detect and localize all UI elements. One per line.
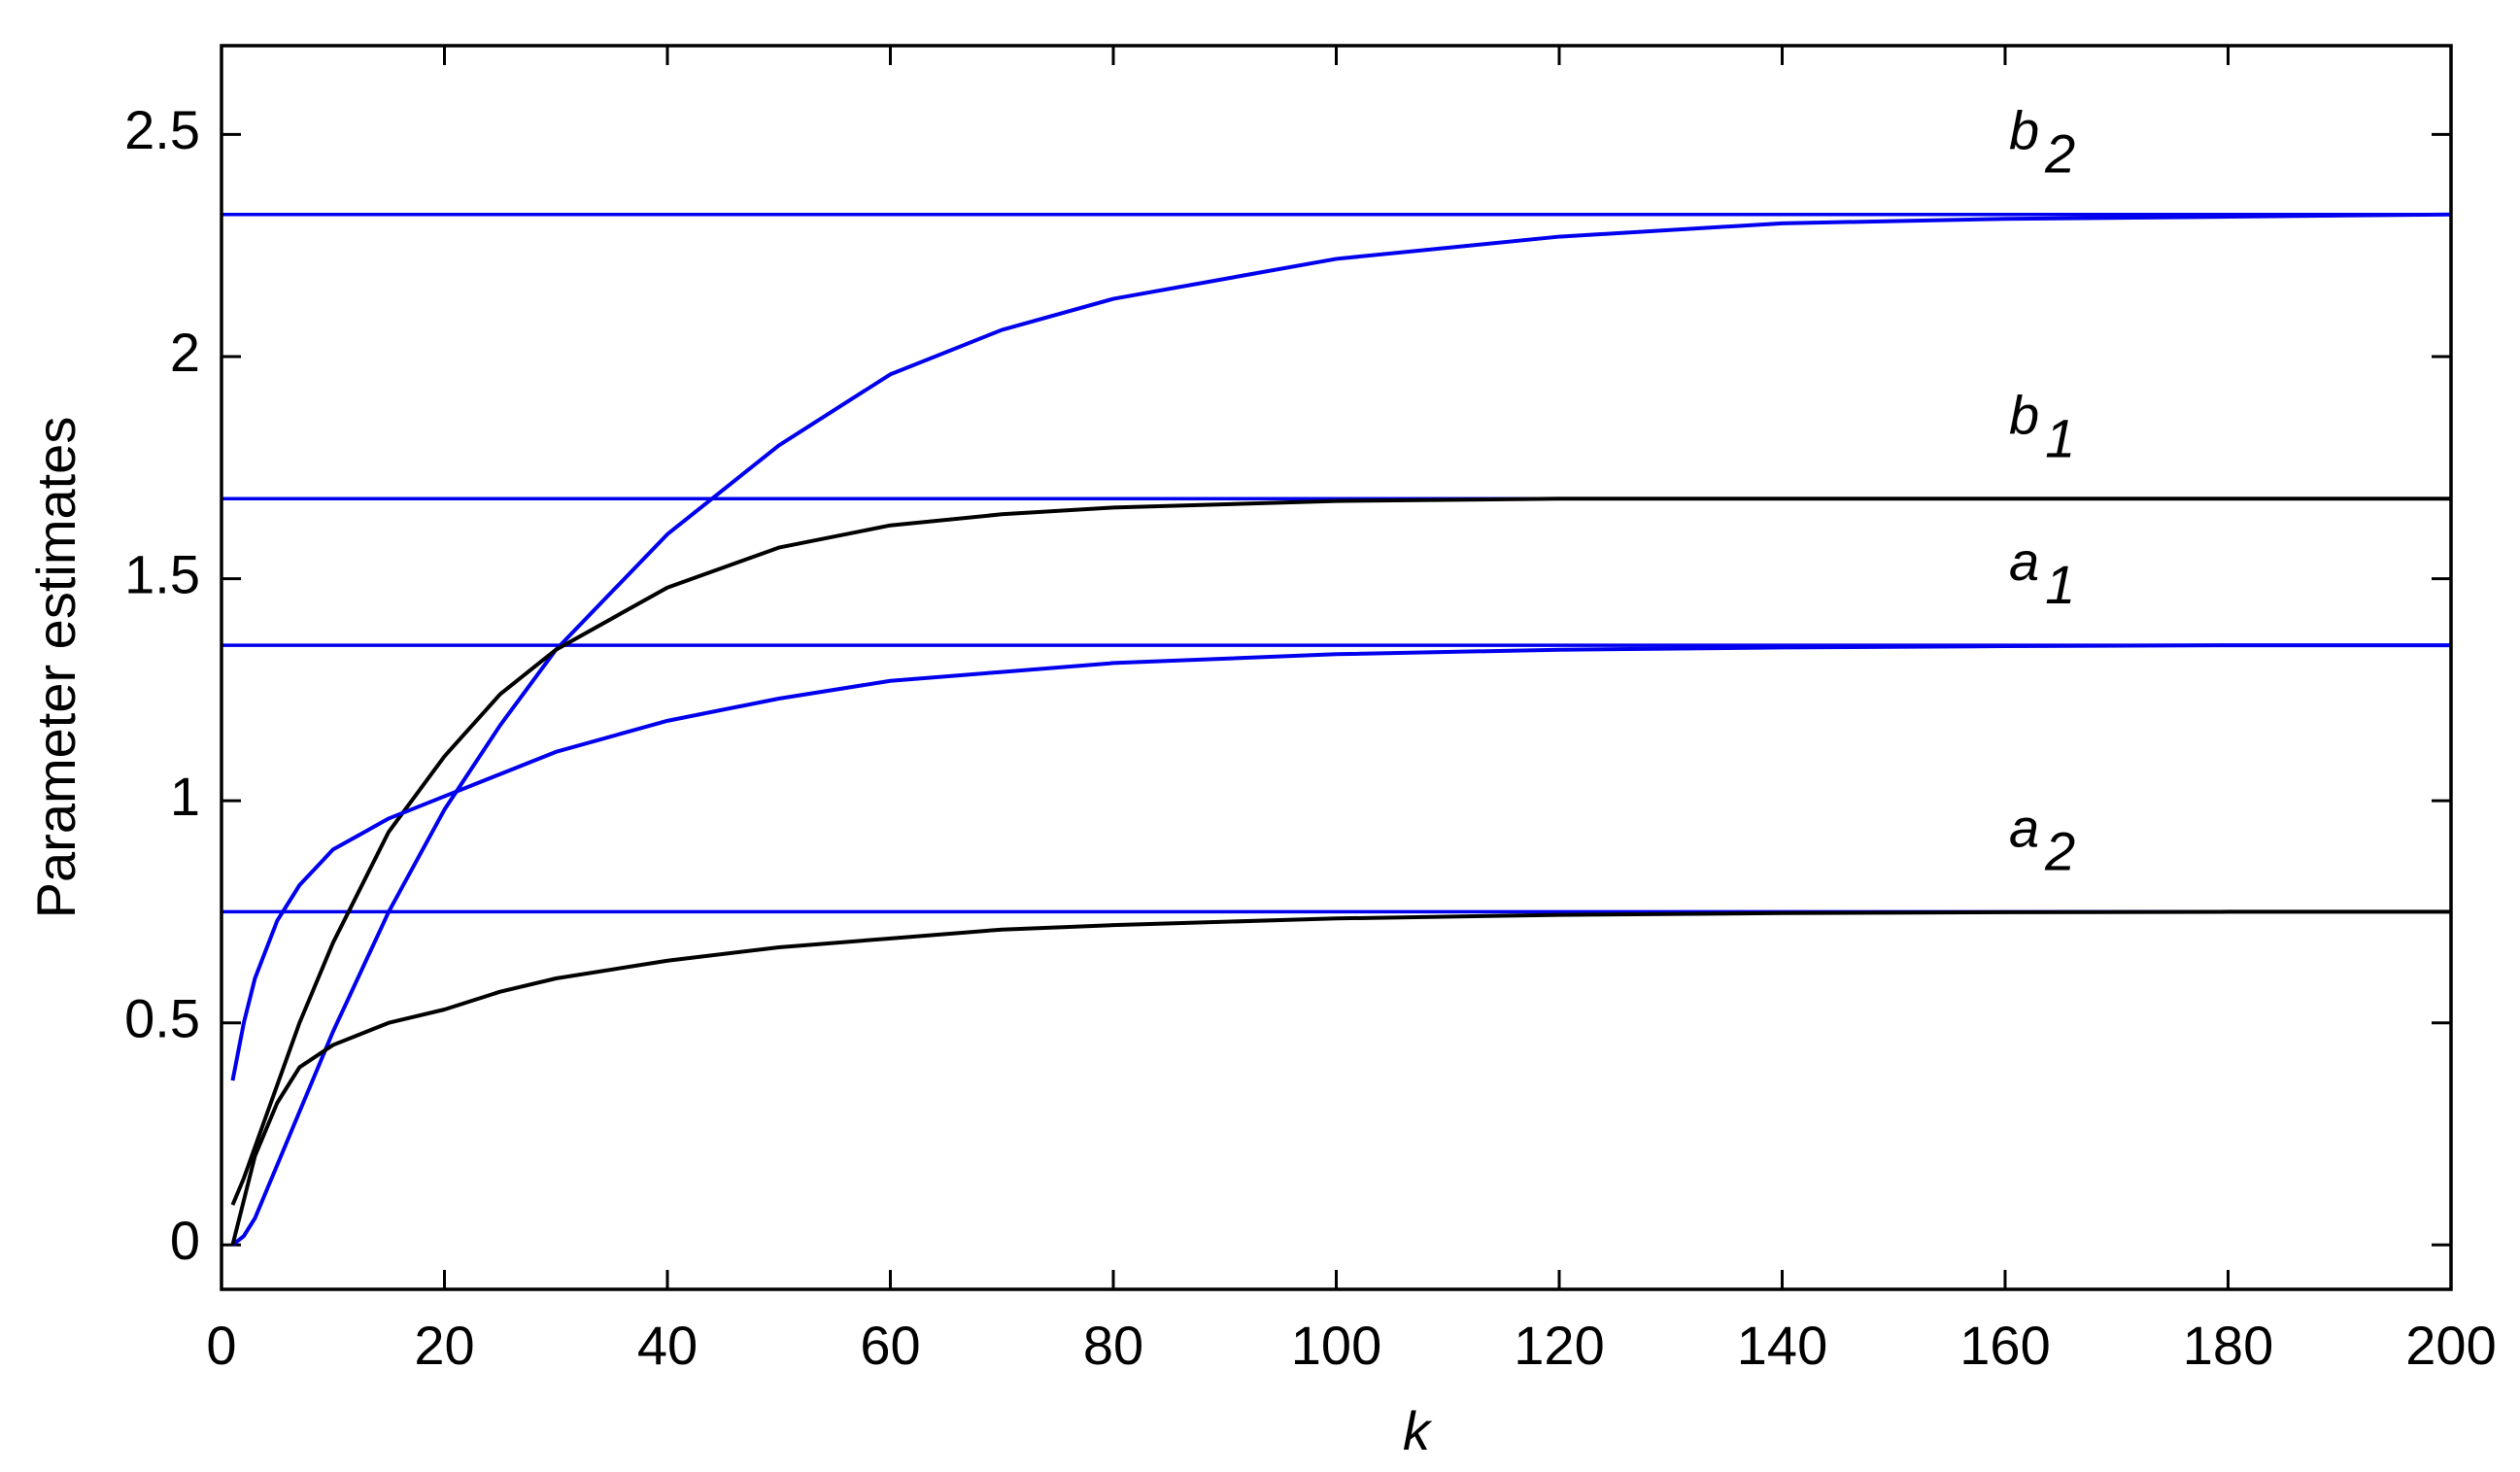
label-subscript: 1 <box>2045 554 2075 615</box>
y-tick-label: 2 <box>170 322 200 383</box>
y-axis-label: Parameter estimates <box>25 417 86 919</box>
x-tick-label: 140 <box>1737 1315 1827 1376</box>
x-tick-label: 60 <box>860 1315 920 1376</box>
x-tick-label: 80 <box>1083 1315 1143 1376</box>
x-tick-label: 180 <box>2183 1315 2273 1376</box>
label-subscript: 2 <box>2044 820 2075 881</box>
y-tick-label: 1 <box>170 766 200 827</box>
label-base: a <box>2009 531 2039 592</box>
x-axis-label: k <box>1403 1400 1433 1461</box>
x-tick-label: 40 <box>637 1315 698 1376</box>
label-base: b <box>2009 384 2039 445</box>
series-line <box>230 909 2451 1246</box>
plot-frame <box>220 44 2453 1291</box>
series-line <box>230 643 2451 1081</box>
label-subscript: 2 <box>2044 123 2075 185</box>
y-tick-label: 0.5 <box>124 988 200 1049</box>
x-tick-label: 160 <box>1959 1315 2050 1376</box>
x-tick-label: 100 <box>1291 1315 1381 1376</box>
label-base: b <box>2009 100 2039 161</box>
x-tick-label: 200 <box>2405 1315 2496 1376</box>
series-line <box>230 496 2451 1206</box>
series-line <box>231 212 2452 1247</box>
x-tick-label: 0 <box>206 1315 236 1376</box>
y-tick-label: 1.5 <box>124 543 200 604</box>
label-base: a <box>2009 797 2039 858</box>
x-tick-label: 120 <box>1514 1315 1604 1376</box>
y-tick-label: 0 <box>170 1210 200 1271</box>
label-subscript: 1 <box>2045 407 2075 468</box>
x-tick-label: 20 <box>414 1315 474 1376</box>
y-tick-label: 2.5 <box>124 99 200 160</box>
